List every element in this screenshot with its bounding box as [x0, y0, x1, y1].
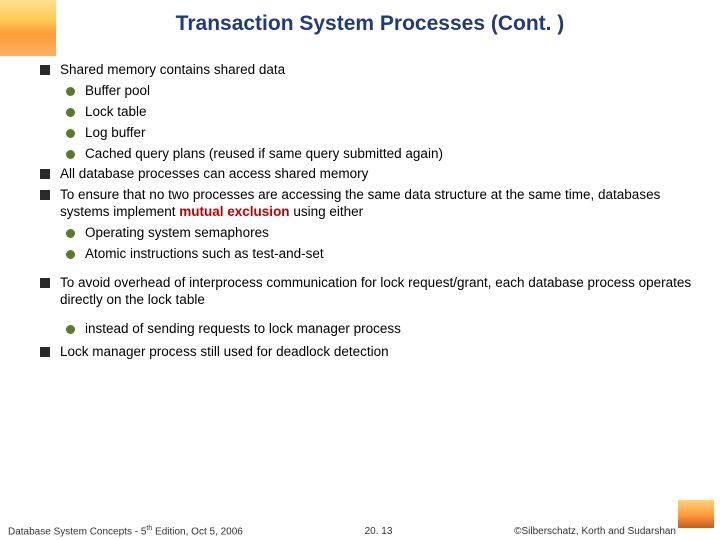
- round-bullet-icon: [66, 87, 75, 96]
- bullet-text: Lock manager process still used for dead…: [60, 344, 702, 361]
- bullet-text: To ensure that no two processes are acce…: [60, 187, 702, 221]
- round-bullet-icon: [66, 229, 75, 238]
- bullet-level2: Lock table: [66, 104, 702, 121]
- bullet-text: Shared memory contains shared data: [60, 62, 702, 79]
- square-bullet-icon: [40, 190, 50, 200]
- square-bullet-icon: [40, 278, 50, 288]
- round-bullet-icon: [66, 325, 75, 334]
- footer-page-number: 20. 13: [365, 526, 393, 537]
- bullet-text: All database processes can access shared…: [60, 166, 702, 183]
- bullet-text: Operating system semaphores: [85, 225, 702, 242]
- bullet-level1: Shared memory contains shared data: [40, 62, 702, 79]
- bullet-level1: Lock manager process still used for dead…: [40, 344, 702, 361]
- round-bullet-icon: [66, 108, 75, 117]
- bullet-text: instead of sending requests to lock mana…: [85, 321, 702, 338]
- bullet-level2: instead of sending requests to lock mana…: [66, 321, 702, 338]
- bullet-text: Log buffer: [85, 125, 702, 142]
- square-bullet-icon: [40, 169, 50, 179]
- round-bullet-icon: [66, 129, 75, 138]
- round-bullet-icon: [66, 150, 75, 159]
- bullet-level2: Operating system semaphores: [66, 225, 702, 242]
- bullet-level1: To avoid overhead of interprocess commun…: [40, 275, 702, 309]
- bullet-text: To avoid overhead of interprocess commun…: [60, 275, 702, 309]
- bullet-text: Cached query plans (reused if same query…: [85, 146, 702, 163]
- bullet-level2: Buffer pool: [66, 83, 702, 100]
- bullet-level2: Cached query plans (reused if same query…: [66, 146, 702, 163]
- corner-sunset-bottom-right: [678, 500, 714, 528]
- text-part: using either: [290, 204, 364, 219]
- footer-left-b: Edition, Oct 5, 2006: [152, 526, 243, 537]
- slide-title: Transaction System Processes (Cont. ): [0, 12, 720, 36]
- bullet-level1: All database processes can access shared…: [40, 166, 702, 183]
- round-bullet-icon: [66, 250, 75, 259]
- bullet-text: Atomic instructions such as test-and-set: [85, 246, 702, 263]
- square-bullet-icon: [40, 65, 50, 75]
- bullet-level2: Atomic instructions such as test-and-set: [66, 246, 702, 263]
- footer-left: Database System Concepts - 5th Edition, …: [8, 525, 243, 537]
- bullet-text: Buffer pool: [85, 83, 702, 100]
- slide-content: Shared memory contains shared data Buffe…: [40, 62, 702, 365]
- bullet-text: Lock table: [85, 104, 702, 121]
- bullet-level2: Log buffer: [66, 125, 702, 142]
- square-bullet-icon: [40, 347, 50, 357]
- footer: Database System Concepts - 5th Edition, …: [8, 525, 676, 537]
- emphasis-text: mutual exclusion: [179, 204, 289, 219]
- footer-left-a: Database System Concepts - 5: [8, 526, 146, 537]
- footer-right: ©Silberschatz, Korth and Sudarshan: [514, 526, 676, 537]
- bullet-level1: To ensure that no two processes are acce…: [40, 187, 702, 221]
